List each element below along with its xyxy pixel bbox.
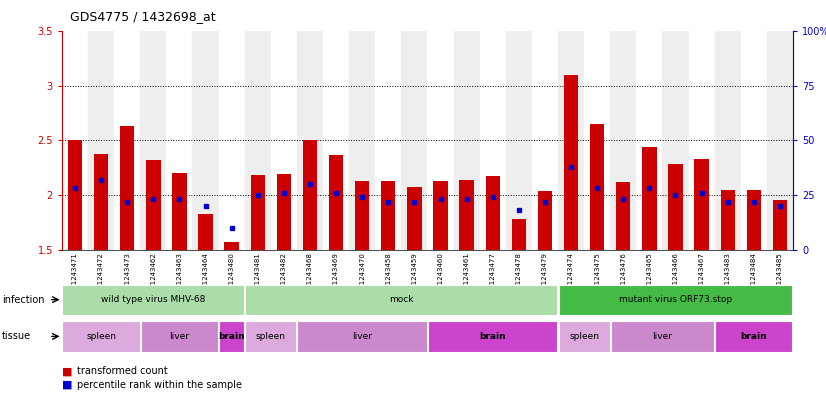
Text: ■: ■ xyxy=(62,366,73,376)
Bar xyxy=(323,31,349,250)
Bar xyxy=(375,31,401,250)
Bar xyxy=(434,181,448,250)
Bar xyxy=(689,31,714,250)
Bar xyxy=(277,174,291,250)
Bar xyxy=(297,321,427,352)
Text: brain: brain xyxy=(479,332,506,341)
Text: wild type virus MHV-68: wild type virus MHV-68 xyxy=(101,295,206,304)
Bar xyxy=(662,31,689,250)
Bar xyxy=(225,242,239,250)
Bar xyxy=(538,191,552,250)
Bar xyxy=(590,124,605,250)
Bar xyxy=(355,181,369,250)
Bar xyxy=(695,159,709,250)
Bar xyxy=(63,285,244,315)
Bar xyxy=(480,31,506,250)
Text: liver: liver xyxy=(653,332,672,341)
Bar xyxy=(407,187,421,250)
Bar xyxy=(642,147,657,250)
Text: infection: infection xyxy=(2,295,44,305)
Bar xyxy=(773,200,787,250)
Bar xyxy=(245,321,297,352)
Bar xyxy=(271,31,297,250)
Bar xyxy=(94,154,108,250)
Text: mutant virus ORF73.stop: mutant virus ORF73.stop xyxy=(619,295,732,304)
Text: liver: liver xyxy=(352,332,373,341)
Bar xyxy=(486,176,500,250)
Text: spleen: spleen xyxy=(256,332,286,341)
Bar xyxy=(610,31,636,250)
Bar xyxy=(140,321,218,352)
Bar xyxy=(245,285,558,315)
Bar xyxy=(506,31,532,250)
Bar xyxy=(219,31,244,250)
Bar xyxy=(140,31,166,250)
Text: spleen: spleen xyxy=(86,332,116,341)
Bar xyxy=(250,175,265,250)
Bar xyxy=(511,219,526,250)
Text: GDS4775 / 1432698_at: GDS4775 / 1432698_at xyxy=(70,10,216,23)
Bar xyxy=(63,321,140,352)
Text: liver: liver xyxy=(169,332,189,341)
Bar xyxy=(198,213,213,250)
Bar xyxy=(720,189,735,250)
Bar xyxy=(668,165,682,250)
Text: ■: ■ xyxy=(62,380,73,389)
Bar xyxy=(62,31,88,250)
Bar xyxy=(166,31,192,250)
Text: percentile rank within the sample: percentile rank within the sample xyxy=(77,380,242,389)
Bar xyxy=(636,31,662,250)
Bar xyxy=(767,31,793,250)
Bar xyxy=(219,321,244,352)
Bar xyxy=(329,155,344,250)
Bar xyxy=(349,31,375,250)
Bar xyxy=(584,31,610,250)
Bar xyxy=(558,321,610,352)
Bar xyxy=(558,31,584,250)
Bar xyxy=(244,31,271,250)
Bar xyxy=(68,140,82,250)
Bar xyxy=(146,160,160,250)
Text: mock: mock xyxy=(389,295,414,304)
Bar xyxy=(558,285,792,315)
Bar xyxy=(714,31,741,250)
Text: brain: brain xyxy=(218,332,245,341)
Text: spleen: spleen xyxy=(569,332,599,341)
Bar xyxy=(120,126,135,250)
Bar xyxy=(747,189,761,250)
Text: brain: brain xyxy=(740,332,767,341)
Bar xyxy=(114,31,140,250)
Bar xyxy=(401,31,428,250)
Bar xyxy=(610,321,714,352)
Text: transformed count: transformed count xyxy=(77,366,168,376)
Bar xyxy=(532,31,558,250)
Bar xyxy=(297,31,323,250)
Bar xyxy=(715,321,792,352)
Bar xyxy=(88,31,114,250)
Bar xyxy=(173,173,187,250)
Bar xyxy=(564,75,578,250)
Bar xyxy=(192,31,219,250)
Bar xyxy=(303,140,317,250)
Bar xyxy=(741,31,767,250)
Bar xyxy=(428,31,453,250)
Bar xyxy=(428,321,558,352)
Bar xyxy=(453,31,480,250)
Bar xyxy=(381,181,396,250)
Bar xyxy=(616,182,630,250)
Text: tissue: tissue xyxy=(2,331,31,342)
Bar xyxy=(459,180,474,250)
